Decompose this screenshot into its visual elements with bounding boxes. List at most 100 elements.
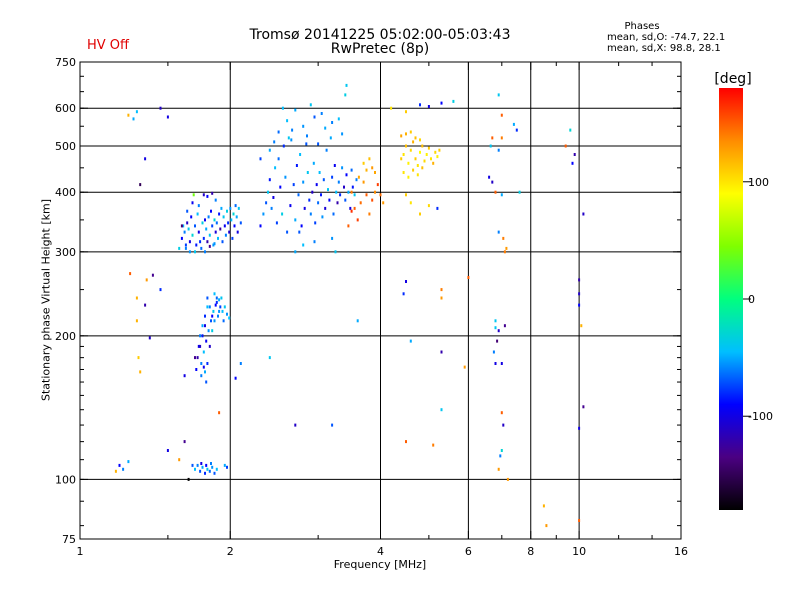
- data-point: [322, 178, 325, 182]
- data-point: [497, 329, 500, 333]
- data-point: [347, 190, 350, 194]
- data-point: [206, 305, 209, 309]
- data-point: [228, 230, 231, 234]
- data-point: [494, 326, 497, 330]
- data-point: [211, 191, 214, 195]
- data-point: [239, 362, 242, 365]
- data-point: [571, 161, 574, 165]
- data-point: [502, 236, 505, 240]
- data-point: [374, 190, 376, 194]
- data-point: [129, 272, 132, 276]
- data-point: [309, 103, 312, 107]
- data-point: [309, 212, 312, 216]
- data-point: [463, 365, 466, 369]
- data-point: [200, 462, 203, 465]
- data-point: [302, 180, 305, 184]
- data-point: [351, 185, 354, 189]
- data-point: [333, 164, 336, 167]
- data-point: [207, 215, 210, 219]
- data-point: [235, 215, 238, 219]
- data-point: [300, 224, 303, 228]
- data-point: [578, 519, 581, 522]
- data-point: [267, 190, 269, 194]
- data-point: [233, 224, 236, 228]
- y-tick-label: 500: [55, 140, 76, 153]
- data-point: [359, 201, 362, 205]
- data-point: [421, 166, 424, 170]
- data-point: [137, 356, 140, 360]
- data-point: [331, 121, 334, 124]
- data-point: [409, 201, 412, 205]
- data-point: [306, 171, 309, 174]
- data-point: [416, 164, 419, 167]
- data-point: [231, 236, 234, 240]
- data-point: [500, 411, 503, 415]
- x-tick-label: 16: [674, 545, 688, 558]
- data-point: [180, 236, 183, 240]
- data-point: [187, 227, 190, 231]
- data-point: [317, 201, 320, 205]
- data-point: [294, 218, 297, 222]
- grid-lines: [80, 62, 681, 539]
- data-point: [199, 334, 202, 338]
- data-point: [452, 99, 455, 103]
- data-point: [368, 157, 371, 161]
- data-point: [368, 212, 371, 216]
- data-point: [427, 105, 430, 108]
- data-point: [145, 278, 148, 282]
- data-point: [217, 236, 219, 240]
- data-point: [118, 463, 121, 467]
- data-point: [182, 224, 185, 228]
- data-point: [219, 227, 222, 231]
- data-point: [213, 319, 216, 323]
- data-point: [220, 296, 223, 300]
- data-point: [423, 159, 426, 163]
- data-point: [331, 423, 334, 427]
- data-point: [303, 206, 306, 210]
- chart-subtitle: RwPretec (8p): [330, 41, 430, 57]
- data-point: [212, 309, 215, 313]
- data-point: [419, 150, 421, 154]
- data-point: [281, 106, 284, 110]
- data-point: [402, 171, 405, 174]
- data-point: [425, 153, 428, 156]
- data-point: [227, 221, 230, 225]
- data-point: [409, 148, 412, 152]
- data-point: [438, 148, 441, 152]
- data-point: [317, 142, 320, 146]
- x-tick-label: 8: [527, 545, 534, 558]
- data-point: [214, 198, 217, 202]
- data-point: [496, 339, 499, 343]
- data-point: [213, 242, 216, 246]
- data-point: [573, 153, 576, 156]
- data-point: [294, 250, 297, 254]
- data-point: [332, 212, 335, 216]
- data-point: [192, 193, 195, 197]
- data-point: [302, 124, 305, 128]
- data-point: [405, 132, 407, 136]
- data-point: [320, 112, 323, 115]
- data-point: [199, 344, 202, 348]
- data-point: [215, 221, 218, 225]
- data-point: [277, 130, 280, 134]
- data-point: [325, 148, 328, 152]
- data-point: [215, 296, 218, 300]
- data-point: [202, 193, 205, 197]
- data-point: [207, 329, 210, 333]
- y-tick-label: 100: [55, 473, 76, 486]
- data-point: [402, 292, 405, 296]
- data-point: [302, 243, 305, 247]
- data-point: [188, 250, 191, 254]
- x-tick-label: 4: [377, 545, 384, 558]
- data-point: [291, 128, 294, 132]
- data-point: [151, 273, 154, 277]
- y-tick-label: 750: [55, 56, 76, 69]
- data-point: [228, 316, 231, 320]
- data-point: [382, 201, 385, 205]
- y-tick-label: 75: [62, 533, 76, 546]
- data-point: [436, 206, 439, 210]
- x-tick-label: 10: [572, 545, 586, 558]
- data-point: [506, 477, 509, 481]
- data-point: [208, 244, 211, 248]
- data-point: [281, 212, 284, 216]
